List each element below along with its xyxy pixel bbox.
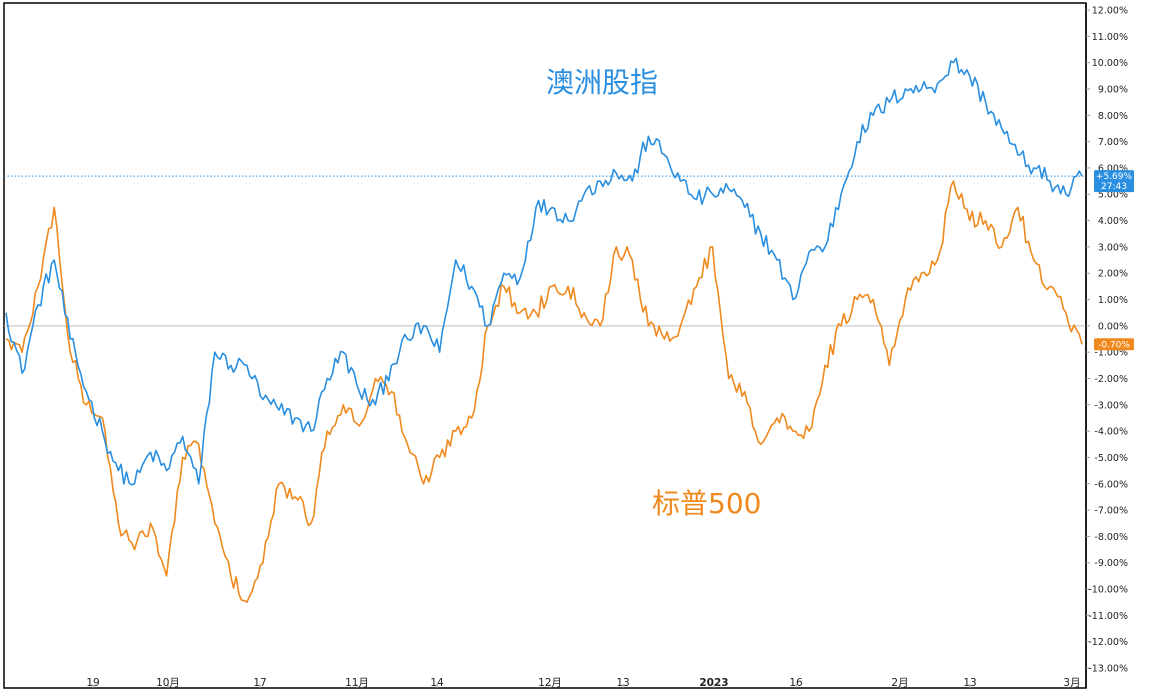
y-tick-label: -10.00% <box>1088 585 1128 596</box>
end-badge-sp500: -0.70% <box>1094 338 1134 351</box>
x-tick-label: 10月 <box>156 677 180 689</box>
x-tick-label: 16 <box>789 677 803 689</box>
series-label-sp500: 标普500 <box>652 487 761 520</box>
x-tick-label: 13 <box>963 677 976 689</box>
y-tick-label: 4.00% <box>1098 216 1128 227</box>
labels-layer: 澳洲股指 标普500 <box>546 66 761 520</box>
y-tick-label: 8.00% <box>1098 111 1128 122</box>
y-tick-label: 2.00% <box>1098 269 1128 280</box>
y-tick-label: 7.00% <box>1098 137 1128 148</box>
y-tick-label: 6.00% <box>1098 163 1128 174</box>
y-tick-label: -12.00% <box>1088 637 1128 648</box>
end-badge-asx-bg <box>1094 170 1134 193</box>
y-tick-label: -5.00% <box>1094 453 1128 464</box>
y-tick-label: -4.00% <box>1094 427 1128 438</box>
y-tick-label: 10.00% <box>1092 58 1128 69</box>
y-tick-label: -9.00% <box>1094 558 1128 569</box>
y-tick-label: 5.00% <box>1098 190 1128 201</box>
x-tick-label: 17 <box>253 677 266 689</box>
x-tick-label: 13 <box>616 677 629 689</box>
end-badge-sp500-bg <box>1094 338 1134 351</box>
series-label-asx: 澳洲股指 <box>546 66 658 99</box>
y-tick-label: -13.00% <box>1088 664 1128 675</box>
x-tick-label: 2023 <box>699 677 728 689</box>
x-tick-label: 3月 <box>1063 677 1080 689</box>
y-tick-label: 1.00% <box>1098 295 1128 306</box>
x-tick-label: 14 <box>430 677 444 689</box>
y-tick-label: -6.00% <box>1094 479 1128 490</box>
y-tick-label: 0.00% <box>1098 321 1128 332</box>
chart-border <box>3 2 1087 689</box>
series-line-asx <box>5 57 1083 486</box>
y-tick-label: -7.00% <box>1094 506 1128 517</box>
y-tick-label: -1.00% <box>1094 348 1128 359</box>
y-tick-label: 11.00% <box>1092 32 1128 43</box>
x-tick-label: 12月 <box>538 677 562 689</box>
x-tick-label: 19 <box>86 677 99 689</box>
y-tick-label: -3.00% <box>1094 400 1128 411</box>
y-tick-label: -2.00% <box>1094 374 1128 385</box>
end-badge-asx-sub: 27:43 <box>1101 182 1127 192</box>
x-tick-label: 2月 <box>891 677 908 689</box>
series-layer <box>5 57 1083 603</box>
axes-layer: 12.00% 11.00% 10.00% 9.00% 8.00% 7.00% 6.00% 5.… <box>4 6 1134 689</box>
y-tick-label: 3.00% <box>1098 242 1128 253</box>
x-tick-label: 11月 <box>345 677 369 689</box>
end-badge-asx: +5.69%27:43 <box>1094 170 1134 193</box>
y-tick-label: 9.00% <box>1098 84 1128 95</box>
end-badge-asx-value: +5.69% <box>1096 172 1133 182</box>
end-badge-sp500-value: -0.70% <box>1098 340 1130 350</box>
series-line-sp500 <box>5 180 1083 603</box>
y-tick-label: -8.00% <box>1094 532 1128 543</box>
y-tick-label: -11.00% <box>1088 611 1128 622</box>
y-tick-label: 12.00% <box>1092 6 1128 17</box>
